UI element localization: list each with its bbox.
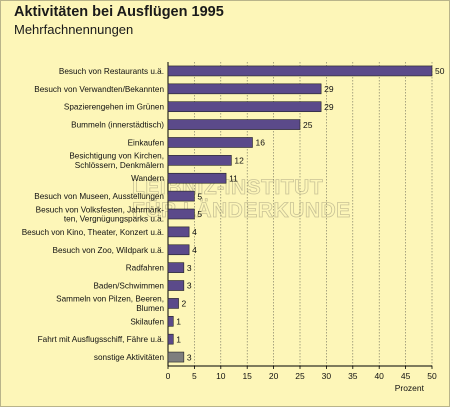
bar — [167, 65, 433, 77]
tick-label: 5 — [192, 371, 197, 381]
bar — [167, 119, 301, 130]
tick-label: 50 — [427, 371, 437, 381]
bar — [167, 101, 322, 113]
category-label: sonstige Aktivitäten — [94, 353, 165, 362]
value-label: 1 — [176, 334, 181, 344]
value-label: 2 — [182, 299, 187, 309]
tick-label: 0 — [166, 371, 171, 381]
value-label: 50 — [435, 66, 445, 76]
bar — [167, 262, 185, 273]
bar — [167, 298, 179, 309]
category-label: Besuch von Museen, Ausstellungen — [34, 192, 164, 201]
tick-label: 25 — [295, 371, 305, 381]
bar — [167, 315, 174, 327]
chart-title: Aktivitäten bei Ausflügen 1995 — [14, 4, 224, 20]
value-label: 29 — [324, 84, 334, 94]
bar — [167, 208, 195, 220]
tick-label: 20 — [269, 371, 279, 381]
category-label: Besichtigung von Kirchen, — [69, 152, 164, 161]
category-label: ten, Vergnügungsparks u.ä. — [64, 215, 164, 224]
value-label: 4 — [192, 245, 197, 255]
category-label: Sammeln von Pilzen, Beeren, — [56, 295, 164, 304]
tick-label: 40 — [374, 371, 384, 381]
category-label: Einkaufen — [128, 138, 165, 147]
tick-label: 35 — [348, 371, 358, 381]
category-label: Spazierengehen im Grünen — [64, 103, 165, 112]
value-label: 12 — [234, 156, 244, 166]
bar — [167, 280, 185, 291]
chart-subtitle: Mehrfachnennungen — [14, 22, 134, 37]
value-label: 16 — [255, 138, 265, 148]
category-label: Fahrt mit Ausflugsschiff, Fähre u.ä. — [38, 335, 164, 344]
bar — [167, 333, 174, 345]
grid — [167, 62, 433, 366]
category-label: Besuch von Zoo, Wildpark u.ä. — [53, 246, 165, 255]
value-label: 1 — [176, 316, 181, 326]
category-label: Besuch von Restaurants u.ä. — [59, 67, 164, 76]
bar — [167, 83, 322, 95]
category-label: Besuch von Kino, Theater, Konzert u.ä. — [22, 228, 164, 237]
value-label: 29 — [324, 102, 334, 112]
category-label: Besuch von Verwandten/Bekannten — [34, 85, 164, 94]
bars — [167, 65, 433, 363]
category-label: Schlössern, Denkmälern — [75, 161, 165, 170]
bar — [167, 244, 190, 256]
value-label: 25 — [303, 120, 313, 130]
bar — [167, 190, 195, 202]
category-label: Baden/Schwimmen — [93, 282, 164, 291]
value-label: 4 — [192, 227, 197, 237]
tick-label: 15 — [242, 371, 252, 381]
value-label: 3 — [187, 281, 192, 291]
category-label: Blumen — [136, 304, 164, 313]
value-label: 3 — [187, 263, 192, 273]
value-label: 3 — [187, 352, 192, 362]
bar — [167, 155, 232, 166]
value-label: 5 — [197, 209, 202, 219]
tick-label: 45 — [401, 371, 411, 381]
tick-label: 10 — [216, 371, 226, 381]
category-label: Bummeln (innerstädtisch) — [71, 121, 164, 130]
x-axis-label: Prozent — [395, 383, 425, 393]
bar — [167, 351, 185, 363]
value-label: 11 — [229, 173, 238, 183]
bar — [167, 137, 253, 148]
bar — [167, 172, 227, 184]
tick-label: 30 — [322, 371, 332, 381]
watermark-line: FÜR LÄNDERKUNDE — [132, 199, 351, 222]
bar — [167, 226, 190, 238]
category-label: Radfahren — [126, 264, 165, 273]
category-label: Besuch von Volksfesten, Jahrmärk- — [36, 205, 165, 214]
category-labels: Besuch von Restaurants u.ä. Besuch von Ve… — [22, 67, 165, 362]
category-label: Skilaufen — [130, 317, 164, 326]
category-label: Wandern — [131, 174, 164, 183]
value-label: 5 — [197, 191, 202, 201]
